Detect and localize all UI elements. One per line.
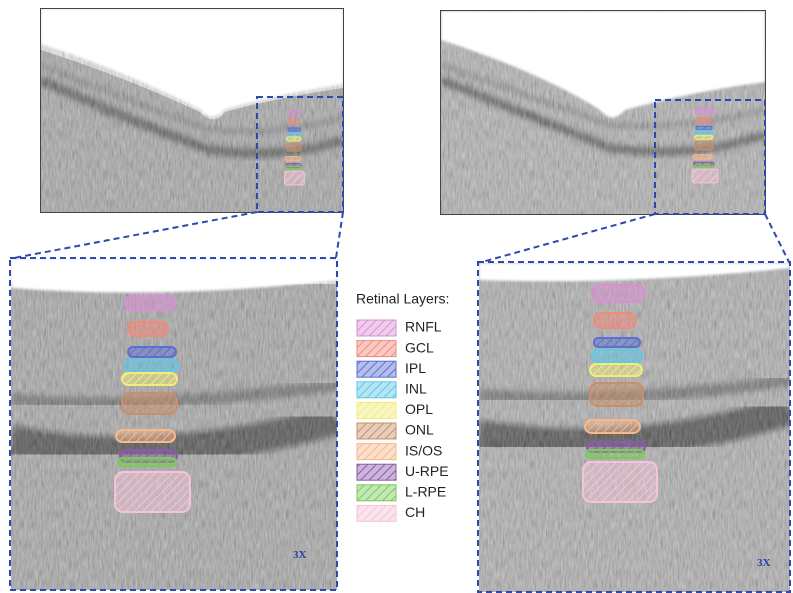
legend-label: OPL: [405, 401, 433, 417]
layer-region: [585, 420, 640, 433]
layer-region: [287, 132, 301, 136]
legend: RNFL GCL IPL INL OPL ONL IS/OS U-RPE L-RPE CH: [357, 319, 449, 522]
zoom-connector: [765, 214, 789, 262]
legend-label: CH: [405, 504, 425, 520]
layer-region: [694, 135, 712, 139]
legend-label: RNFL: [405, 319, 442, 335]
layer-region: [285, 157, 301, 161]
layer-region: [695, 108, 714, 114]
oct-zoom: [11, 259, 337, 590]
layer-region: [696, 126, 712, 129]
legend-swatch: [357, 505, 396, 521]
legend-swatch: [357, 464, 396, 480]
legend-swatch: [357, 402, 396, 418]
layer-region: [694, 142, 713, 150]
zoom-label: 3X: [293, 549, 307, 561]
layer-region: [583, 462, 657, 502]
layer-region: [118, 458, 176, 466]
layer-region: [115, 472, 190, 512]
layer-region: [692, 169, 718, 183]
legend-label: ONL: [405, 422, 434, 438]
layer-region: [590, 364, 642, 376]
layer-region: [286, 144, 300, 151]
layer-region: [128, 322, 168, 336]
layer-region: [592, 285, 645, 302]
oct-image: [441, 11, 765, 214]
legend-label: GCL: [405, 339, 434, 355]
legend-swatch: [357, 361, 396, 377]
legend-title: Retinal Layers:: [356, 291, 449, 307]
layer-region: [128, 347, 176, 357]
layer-region: [285, 171, 305, 185]
legend-label: INL: [405, 381, 427, 397]
zoom-connector: [336, 212, 343, 258]
layer-region: [125, 296, 175, 310]
layer-region: [286, 137, 300, 141]
layer-region: [287, 110, 300, 115]
layer-region: [590, 383, 643, 406]
legend-label: L-RPE: [405, 484, 446, 500]
legend-label: IS/OS: [405, 442, 442, 458]
legend-swatch: [357, 320, 396, 336]
legend-swatch: [357, 444, 396, 460]
layer-region: [125, 360, 178, 372]
layer-region: [285, 166, 300, 169]
layer-region: [122, 393, 177, 414]
layer-region: [695, 130, 713, 134]
layer-region: [116, 430, 175, 442]
layer-region: [594, 338, 640, 347]
figure: 3X 3X Retinal Layers: RNFL GCL IPL INL OPL ON…: [0, 0, 793, 593]
layer-region: [288, 128, 301, 131]
legend-label: IPL: [405, 360, 426, 376]
legend-swatch: [357, 485, 396, 501]
layer-region: [592, 350, 642, 362]
layer-region: [696, 118, 711, 123]
legend-swatch: [357, 341, 396, 357]
layer-region: [594, 313, 636, 328]
legend-swatch: [357, 382, 396, 398]
legend-swatch: [357, 423, 396, 439]
layer-region: [122, 373, 177, 385]
layer-region: [288, 119, 299, 124]
layer-region: [586, 450, 644, 458]
layer-region: [693, 165, 713, 168]
zoom-connector: [482, 214, 655, 262]
zoom-connector: [14, 212, 257, 258]
layer-region: [693, 155, 712, 159]
zoom-label: 3X: [757, 557, 771, 569]
legend-label: U-RPE: [405, 463, 449, 479]
